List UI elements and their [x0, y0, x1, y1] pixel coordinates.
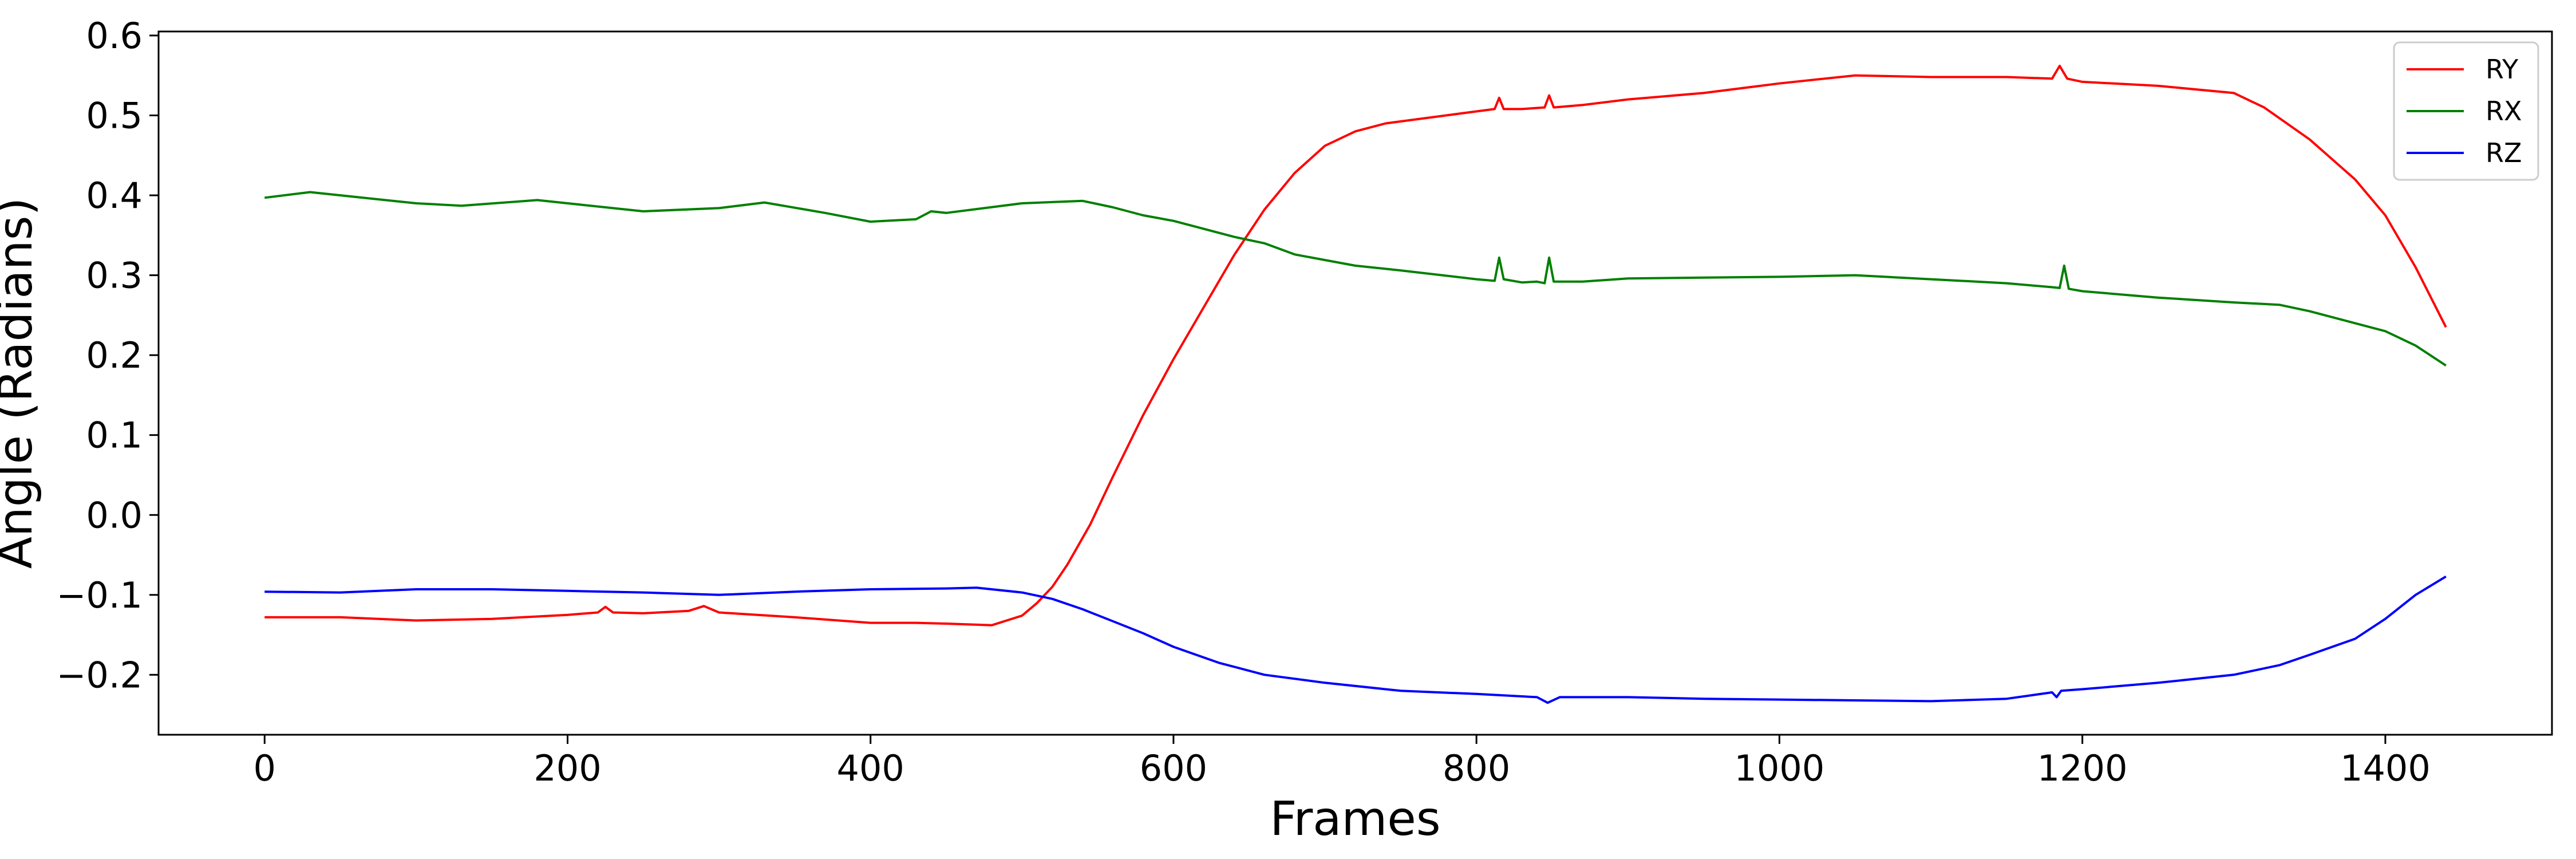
x-axis-title: Frames [1270, 792, 1440, 846]
x-tick-label: 800 [1443, 747, 1510, 789]
legend-label-ry: RY [2486, 54, 2519, 85]
legend-label-rz: RZ [2486, 137, 2522, 168]
legend: RY RX RZ [2393, 41, 2539, 181]
y-axis-title: Angle (Radians) [0, 198, 43, 569]
x-tick-label: 400 [837, 747, 904, 789]
y-axis: −0.2 −0.1 0.0 0.1 0.2 0.3 0.4 0.5 0.6 [56, 15, 159, 696]
series-line-rx [264, 191, 2447, 367]
x-tick-label: 600 [1140, 747, 1207, 789]
x-tick-label: 200 [534, 747, 601, 789]
x-tick-label: 1000 [1735, 747, 1825, 789]
x-tick-label: 1200 [2037, 747, 2128, 789]
x-tick-label: 1400 [2340, 747, 2431, 789]
legend-label-rx: RX [2486, 96, 2522, 127]
legend-box [2393, 41, 2539, 181]
y-tick-label: 0.4 [86, 175, 143, 216]
y-tick-label: 0.1 [86, 415, 143, 456]
y-tick-label: 0.5 [86, 95, 143, 137]
series-line-ry [264, 65, 2447, 626]
y-tick-label: 0.2 [86, 334, 143, 376]
y-tick-label: −0.1 [56, 574, 143, 616]
x-axis: 0 200 400 600 800 1000 1200 1400 [254, 735, 2431, 789]
y-tick-label: 0.0 [86, 494, 143, 536]
series-line-rz [264, 575, 2447, 704]
y-tick-label: −0.2 [56, 654, 143, 696]
y-tick-label: 0.3 [86, 255, 143, 297]
plot-frame [157, 30, 2553, 736]
x-tick-label: 0 [254, 747, 276, 789]
plot-area [264, 65, 2447, 704]
y-tick-label: 0.6 [86, 15, 143, 57]
